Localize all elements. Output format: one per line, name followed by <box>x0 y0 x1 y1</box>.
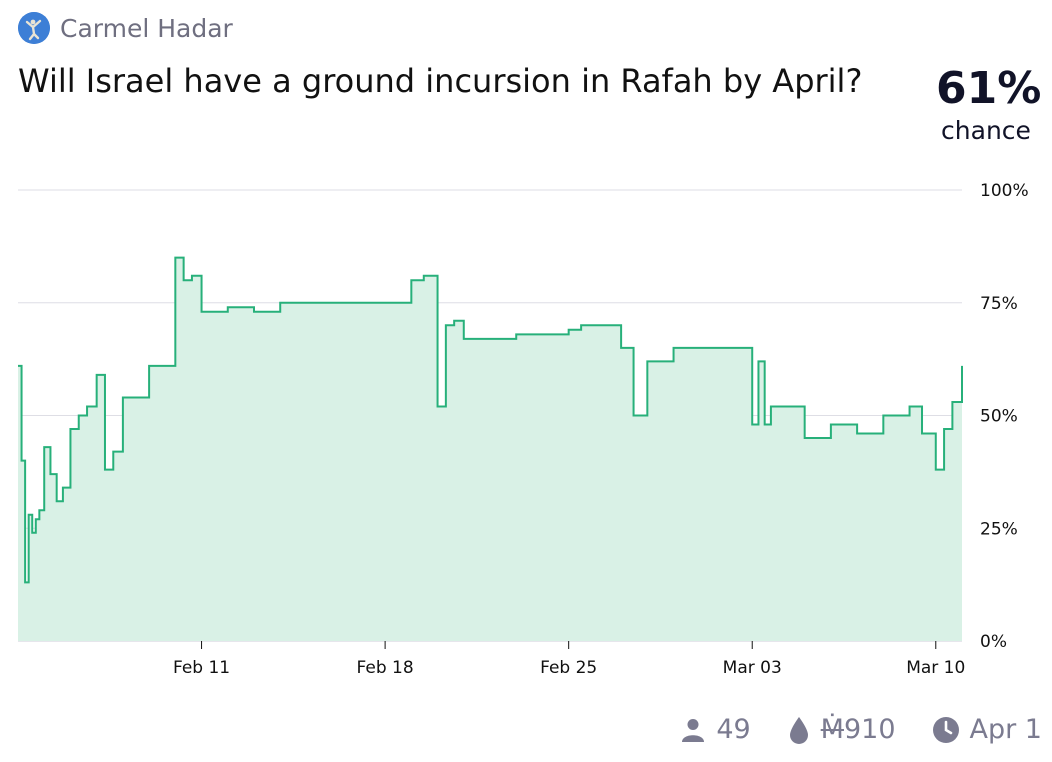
liquidity-stat[interactable]: Ṁ910 <box>787 714 896 745</box>
y-tick-label: 0% <box>980 632 1007 652</box>
y-tick-label: 100% <box>980 181 1029 201</box>
y-tick-label: 50% <box>980 407 1018 427</box>
liquidity-amount: Ṁ910 <box>821 714 896 745</box>
probability-chart[interactable]: 100% 75% 50% 25% 0% Feb 11 Feb 18 Feb 25 Mar 03… <box>0 170 1052 690</box>
drop-icon <box>789 716 808 744</box>
close-date: Apr 1 <box>969 714 1042 745</box>
y-axis: 100% 75% 50% 25% 0% <box>980 181 1029 652</box>
probability-display: 61% chance <box>936 63 1042 146</box>
y-tick-label: 75% <box>980 294 1018 314</box>
y-tick-label: 25% <box>980 519 1018 539</box>
avatar[interactable] <box>18 12 50 44</box>
traders-count: 49 <box>716 714 751 745</box>
clock-icon <box>932 716 959 743</box>
probability-line <box>18 256 963 584</box>
x-tick-label: Mar 10 <box>906 658 965 678</box>
x-tick-label: Feb 18 <box>357 658 414 678</box>
avatar-figure-icon <box>18 12 50 44</box>
mana-symbol: Ṁ <box>820 714 844 745</box>
market-stats: 49 Ṁ910 Apr 1 <box>680 714 1042 745</box>
author-header[interactable]: Carmel Hadar <box>18 12 233 44</box>
probability-label: chance <box>941 116 1031 145</box>
user-icon <box>682 718 705 742</box>
author-name[interactable]: Carmel Hadar <box>60 13 233 43</box>
market-title: Will Israel have a ground incursion in R… <box>18 62 863 100</box>
x-tick-label: Feb 11 <box>173 658 230 678</box>
liquidity-value: 910 <box>843 714 896 745</box>
x-tick-label: Feb 25 <box>540 658 597 678</box>
x-tick-label: Mar 03 <box>723 658 782 678</box>
x-axis: Feb 11 Feb 18 Feb 25 Mar 03 Mar 10 <box>173 641 965 678</box>
traders-stat[interactable]: 49 <box>680 714 751 745</box>
probability-area <box>18 257 962 641</box>
close-date-stat[interactable]: Apr 1 <box>932 714 1042 745</box>
probability-value: 61% <box>936 63 1042 114</box>
